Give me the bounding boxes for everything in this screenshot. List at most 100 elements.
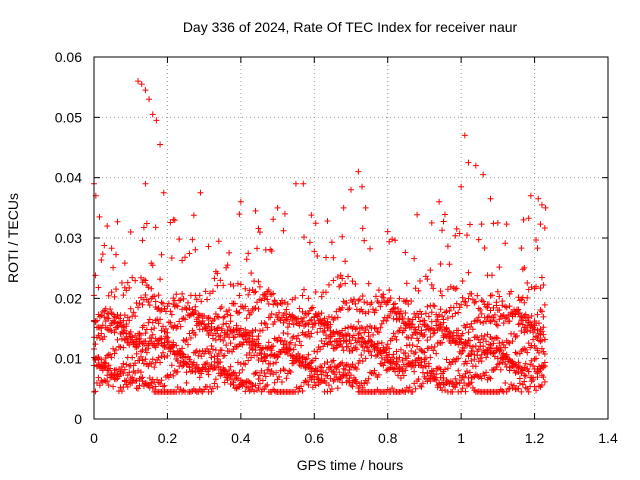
data-point: [408, 348, 415, 355]
data-point: [502, 240, 509, 247]
data-point: [204, 345, 211, 352]
data-point: [417, 346, 424, 353]
data-point: [365, 375, 372, 382]
data-point: [95, 374, 102, 381]
data-point: [330, 329, 337, 336]
data-point-peak: [142, 180, 149, 187]
data-point: [380, 291, 387, 298]
data-point: [121, 260, 128, 267]
data-point: [500, 320, 507, 327]
data-point: [261, 369, 268, 376]
data-point: [299, 318, 306, 325]
data-point: [474, 292, 481, 299]
data-point: [368, 352, 375, 359]
y-axis-label: ROTI / TECUs: [5, 193, 21, 283]
data-point: [409, 321, 416, 328]
data-point: [142, 356, 149, 363]
data-point: [491, 311, 498, 318]
data-point: [396, 295, 403, 302]
data-point: [264, 381, 271, 388]
data-point: [167, 308, 174, 315]
data-point: [208, 343, 215, 350]
data-point-peak: [538, 201, 545, 208]
data-point: [214, 313, 221, 320]
data-point: [340, 333, 347, 340]
data-point: [137, 375, 144, 382]
data-point: [393, 348, 400, 355]
data-point: [519, 381, 526, 388]
data-point: [262, 373, 269, 380]
data-point: [306, 360, 313, 367]
data-point: [120, 360, 127, 367]
data-point: [318, 293, 325, 300]
data-point: [342, 258, 349, 265]
data-point: [158, 353, 165, 360]
data-point: [230, 282, 237, 289]
data-point: [204, 296, 211, 303]
data-point: [452, 358, 459, 365]
data-point: [535, 349, 542, 356]
data-point: [215, 363, 222, 370]
data-point: [104, 352, 111, 359]
y-tick-label: 0.04: [55, 170, 82, 186]
data-point: [152, 224, 159, 231]
data-point: [339, 275, 346, 282]
data-point: [462, 298, 469, 305]
data-point: [367, 245, 374, 252]
data-point: [465, 329, 472, 336]
data-point-peak: [197, 189, 204, 196]
data-point: [365, 329, 372, 336]
data-point: [478, 375, 485, 382]
data-point: [488, 292, 495, 299]
data-point: [132, 360, 139, 367]
data-point: [102, 363, 109, 370]
data-point-peak: [527, 192, 534, 199]
data-point: [503, 352, 510, 359]
data-point: [371, 367, 378, 374]
data-point: [350, 332, 357, 339]
data-point: [312, 367, 319, 374]
data-point: [148, 360, 155, 367]
data-point: [165, 374, 172, 381]
data-point: [499, 388, 506, 395]
data-point: [364, 344, 371, 351]
data-point: [415, 355, 422, 362]
data-point: [331, 345, 338, 352]
data-point: [223, 342, 230, 349]
data-point: [176, 297, 183, 304]
data-point: [424, 337, 431, 344]
data-point: [519, 367, 526, 374]
data-point: [278, 378, 285, 385]
data-point: [115, 343, 122, 350]
data-point: [436, 311, 443, 318]
data-point: [123, 321, 130, 328]
data-point: [437, 260, 444, 267]
data-point: [405, 361, 412, 368]
data-point: [464, 360, 471, 367]
data-point: [390, 301, 397, 308]
data-point: [540, 324, 547, 331]
data-point: [284, 370, 291, 377]
data-point: [516, 320, 523, 327]
data-point: [142, 346, 149, 353]
data-point: [342, 325, 349, 332]
data-point: [370, 331, 377, 338]
data-point: [521, 345, 528, 352]
data-point: [359, 384, 366, 391]
data-point: [378, 299, 385, 306]
data-point: [174, 303, 181, 310]
data-point: [160, 342, 167, 349]
data-point: [323, 289, 330, 296]
data-point: [433, 377, 440, 384]
data-point: [524, 294, 531, 301]
data-point: [182, 254, 189, 261]
data-point: [478, 358, 485, 365]
data-point: [280, 341, 287, 348]
data-point: [201, 386, 208, 393]
data-point: [522, 384, 529, 391]
data-point: [262, 293, 269, 300]
data-point: [193, 347, 200, 354]
data-point: [330, 378, 337, 385]
data-point: [480, 343, 487, 350]
data-point: [262, 321, 269, 328]
